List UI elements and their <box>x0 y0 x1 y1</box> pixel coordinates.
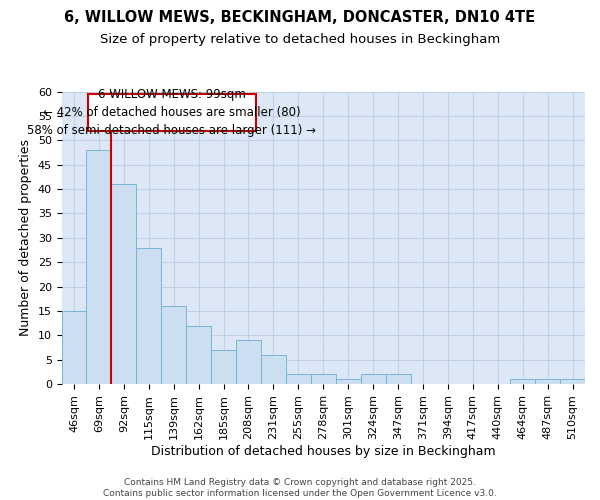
Bar <box>560 379 585 384</box>
Y-axis label: Number of detached properties: Number of detached properties <box>19 140 32 336</box>
FancyBboxPatch shape <box>88 94 256 130</box>
Bar <box>336 379 361 384</box>
Bar <box>86 150 112 384</box>
Text: 6, WILLOW MEWS, BECKINGHAM, DONCASTER, DN10 4TE: 6, WILLOW MEWS, BECKINGHAM, DONCASTER, D… <box>64 10 536 25</box>
Bar <box>186 326 211 384</box>
Bar <box>535 379 560 384</box>
Bar <box>286 374 311 384</box>
Bar <box>510 379 535 384</box>
Bar <box>311 374 336 384</box>
Text: Size of property relative to detached houses in Beckingham: Size of property relative to detached ho… <box>100 32 500 46</box>
Text: Contains HM Land Registry data © Crown copyright and database right 2025.
Contai: Contains HM Land Registry data © Crown c… <box>103 478 497 498</box>
X-axis label: Distribution of detached houses by size in Beckingham: Distribution of detached houses by size … <box>151 444 496 458</box>
Text: 6 WILLOW MEWS: 99sqm
← 42% of detached houses are smaller (80)
58% of semi-detac: 6 WILLOW MEWS: 99sqm ← 42% of detached h… <box>28 88 316 136</box>
Bar <box>161 306 186 384</box>
Bar <box>236 340 261 384</box>
Bar <box>136 248 161 384</box>
Bar <box>361 374 386 384</box>
Bar <box>261 355 286 384</box>
Bar <box>386 374 410 384</box>
Bar <box>112 184 136 384</box>
Bar <box>211 350 236 384</box>
Bar <box>62 311 86 384</box>
